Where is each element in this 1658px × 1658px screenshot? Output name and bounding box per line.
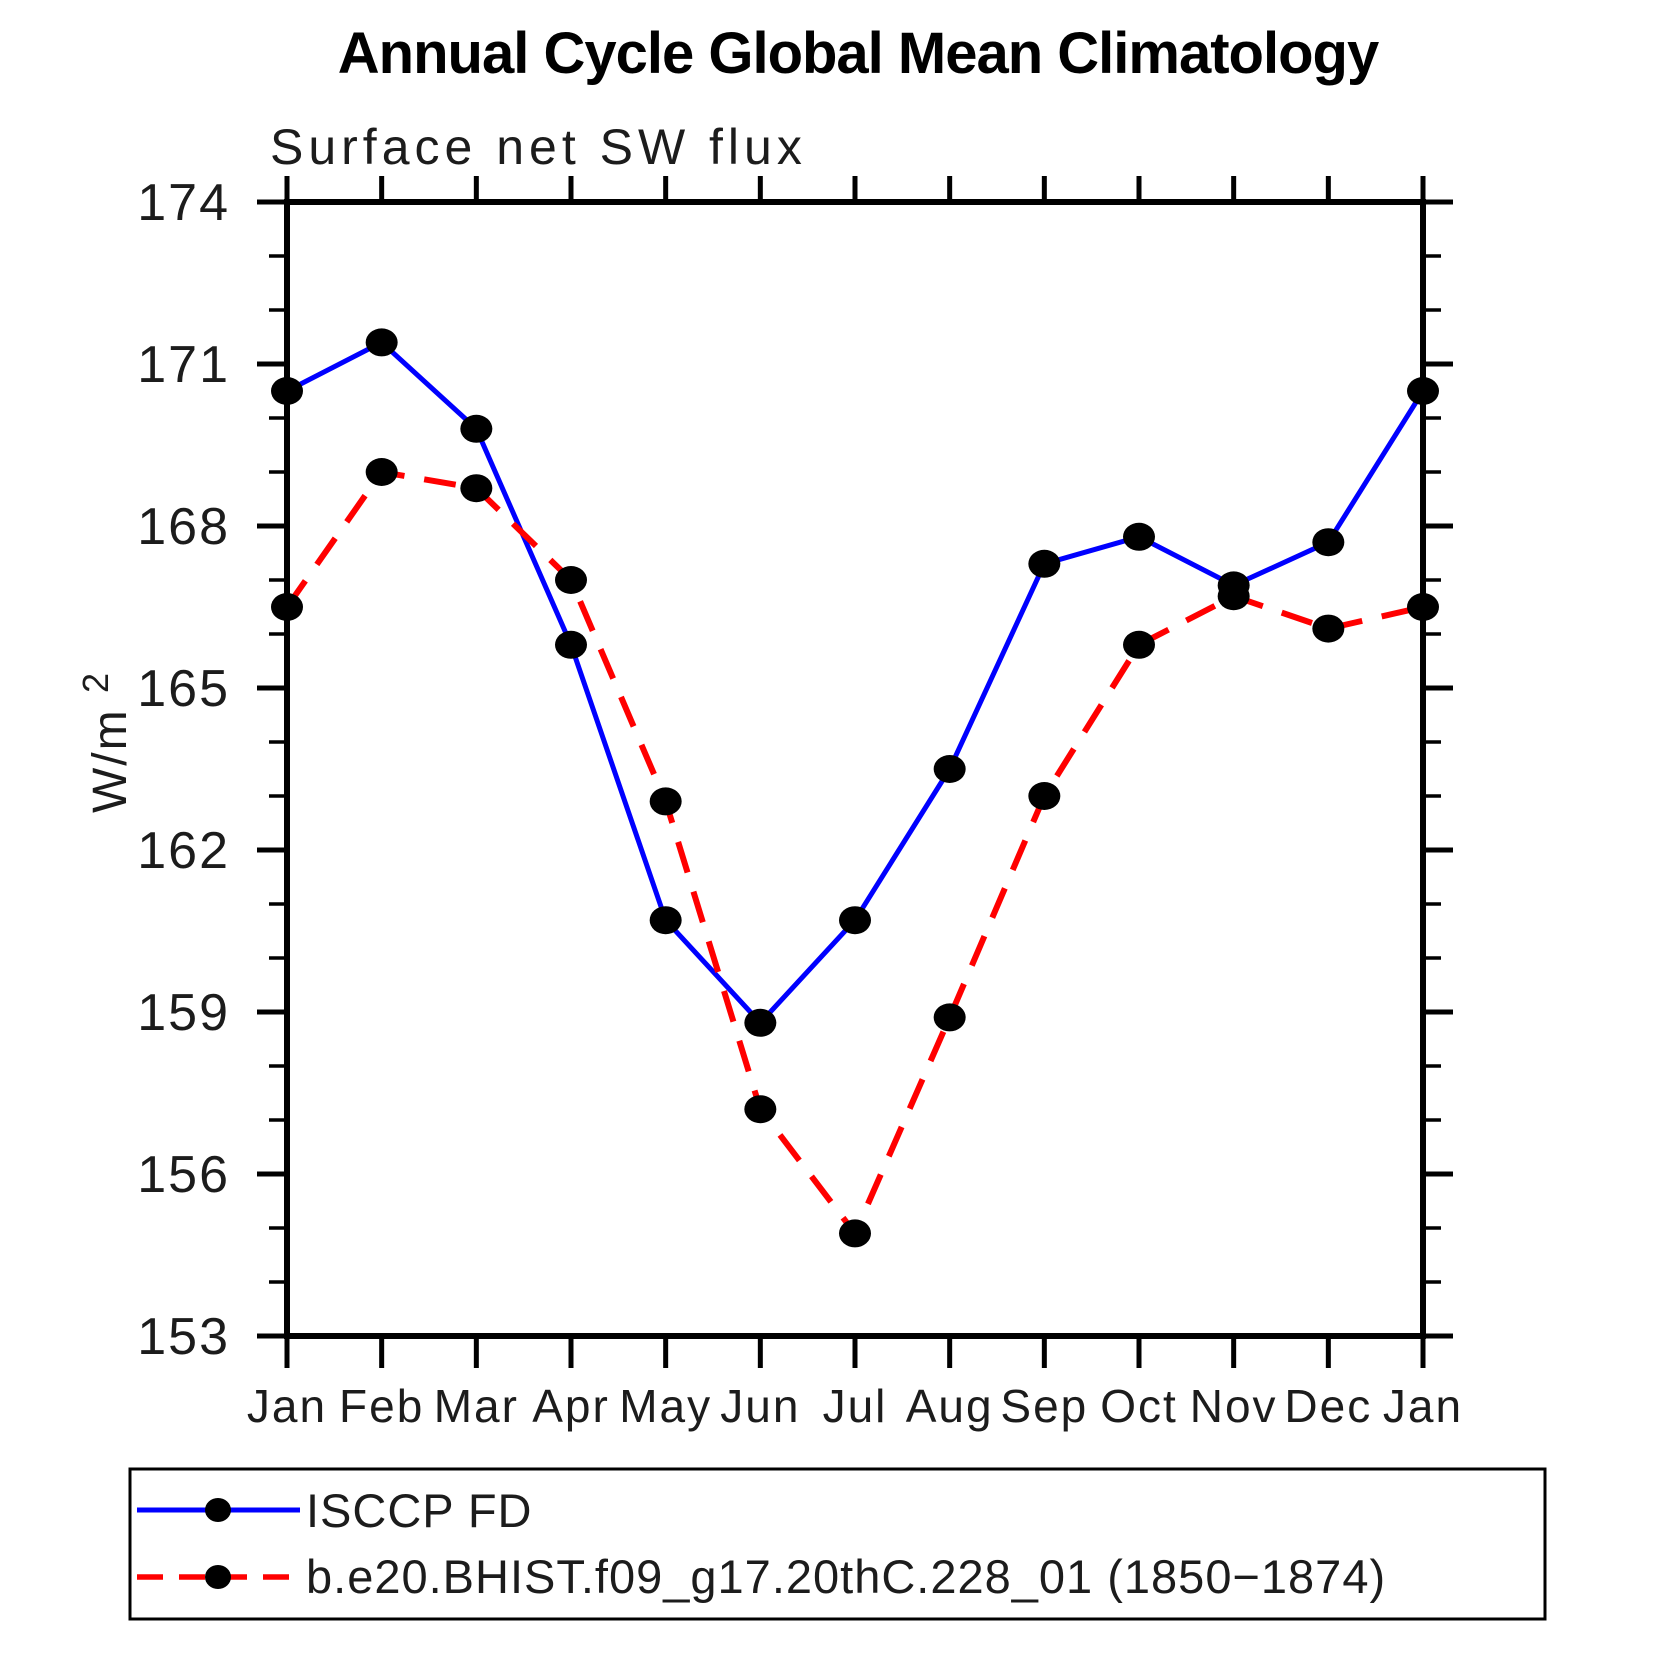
- x-tick-label-5-Jun: Jun: [720, 1380, 800, 1432]
- y-tick-label-168: 168: [137, 498, 230, 556]
- x-tick-label-0-Jan: Jan: [247, 1380, 327, 1432]
- x-tick-label-6-Jul: Jul: [823, 1380, 888, 1432]
- x-tick-label-12-Jan: Jan: [1383, 1380, 1463, 1432]
- y-tick-label-174: 174: [137, 174, 230, 232]
- data-point-marker: [1123, 522, 1155, 551]
- y-tick-label-153: 153: [137, 1308, 230, 1366]
- y-axis-title-superscript: 2: [75, 671, 116, 693]
- y-axis-title-base: W/m: [84, 708, 137, 813]
- y-tick-label-165: 165: [137, 660, 230, 718]
- data-point-marker: [649, 906, 682, 935]
- x-tick-label-4-May: May: [619, 1380, 712, 1432]
- series-line-1: [284, 468, 1424, 1240]
- data-point-marker: [1312, 528, 1345, 557]
- data-point-marker: [555, 566, 587, 594]
- x-tick-label-10-Nov: Nov: [1190, 1380, 1278, 1432]
- series-markers-1: [271, 458, 1439, 1248]
- data-point-marker: [271, 377, 303, 405]
- plot-frame: [284, 199, 1426, 1339]
- data-point-marker: [555, 630, 587, 659]
- legend-entry-model: b.e20.BHIST.f09_g17.20thC.228_01 (1850−1…: [137, 1550, 1386, 1603]
- x-axis-labels: Jan Feb Mar Apr May Jun Jul Aug Sep Oct Nov Dec Jan: [247, 1380, 1463, 1432]
- x-tick-label-9-Oct: Oct: [1100, 1380, 1178, 1432]
- y-tick-label-162: 162: [137, 822, 230, 880]
- x-tick-label-11-Dec: Dec: [1284, 1380, 1372, 1432]
- x-tick-label-7-Aug: Aug: [906, 1380, 994, 1432]
- x-tick-label-1-Feb: Feb: [339, 1380, 424, 1432]
- data-point-marker: [1123, 630, 1155, 659]
- data-point-marker: [1028, 549, 1061, 578]
- data-point-marker: [365, 458, 398, 486]
- y-axis-labels: 153 156 159 162 165 168 171 174: [137, 174, 230, 1366]
- data-point-marker: [744, 1095, 777, 1124]
- legend-entry-isccp: ISCCP FD: [137, 1484, 533, 1537]
- data-point-marker: [365, 328, 398, 357]
- legend-marker-icon: [205, 1498, 231, 1522]
- legend-label-isccp: ISCCP FD: [306, 1484, 533, 1537]
- legend-border: [128, 1467, 1547, 1621]
- data-point-marker: [1407, 593, 1439, 621]
- series-markers-0: [271, 328, 1439, 1037]
- data-point-marker: [649, 787, 682, 816]
- data-point-marker: [1217, 582, 1250, 611]
- page-title: Annual Cycle Global Mean Climatology: [337, 21, 1379, 86]
- data-point-marker: [1407, 377, 1439, 405]
- y-tick-label-171: 171: [137, 336, 230, 394]
- data-point-marker: [460, 474, 493, 503]
- data-point-marker: [839, 1219, 871, 1248]
- data-point-marker: [1028, 782, 1061, 810]
- data-point-marker: [933, 755, 966, 783]
- y-axis-ticks: [257, 199, 1453, 1339]
- data-point-marker: [271, 593, 303, 621]
- y-tick-label-156: 156: [137, 1146, 230, 1204]
- y-axis-title: W/m 2: [75, 671, 137, 813]
- y-tick-label-159: 159: [137, 984, 230, 1042]
- legend-box: ISCCP FD b.e20.BHIST.f09_g17.20thC.228_0…: [128, 1467, 1547, 1621]
- legend-marker-icon: [205, 1565, 231, 1589]
- legend-label-model: b.e20.BHIST.f09_g17.20thC.228_01 (1850−1…: [306, 1550, 1386, 1603]
- data-point-marker: [460, 414, 493, 443]
- data-point-marker: [839, 906, 871, 935]
- x-tick-label-3-Apr: Apr: [532, 1380, 610, 1432]
- x-tick-label-8-Sep: Sep: [1000, 1380, 1088, 1432]
- data-point-marker: [744, 1008, 777, 1037]
- x-tick-label-2-Mar: Mar: [434, 1380, 519, 1432]
- data-point-marker: [1312, 614, 1345, 643]
- data-point-marker: [933, 1003, 966, 1032]
- x-axis-ticks: [284, 176, 1426, 1368]
- chart-subtitle: Surface net SW flux: [270, 119, 807, 175]
